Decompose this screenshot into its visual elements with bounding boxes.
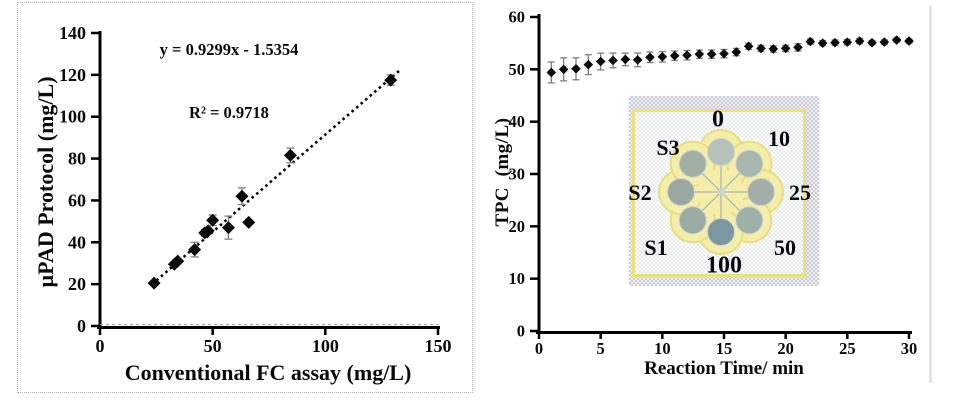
- inset-label-50: 50: [774, 235, 796, 260]
- inset-label-s1: S1: [644, 235, 668, 260]
- upad-photo-inset: 0 10 25 50 100 S1 S2 S3: [628, 96, 819, 286]
- data-point: [558, 64, 569, 75]
- data-point: [891, 35, 902, 45]
- left-x-axis-title: Conventional FC assay (mg/L): [124, 360, 412, 385]
- data-point: [595, 56, 606, 67]
- data-point: [384, 73, 398, 87]
- right-y-axis-title: TPC (mg/L): [492, 117, 513, 227]
- r-squared-text: R² = 0.9718: [189, 103, 269, 122]
- svg-text:0: 0: [77, 316, 86, 336]
- data-point: [867, 37, 877, 48]
- data-point: [879, 37, 890, 47]
- kinetics-chart: 0 10 20 30 40 50 60 0 5 10 15 20 25 30: [509, 8, 918, 358]
- data-point: [632, 55, 643, 65]
- data-point: [743, 41, 754, 52]
- right-x-axis-title: Reaction Time/ min: [644, 358, 804, 379]
- inset-label-s2: S2: [628, 180, 652, 205]
- svg-text:0: 0: [96, 336, 105, 356]
- left-panel-border: [17, 2, 473, 393]
- data-point: [242, 215, 256, 229]
- data-point: [571, 64, 581, 74]
- inset-label-0: 0: [712, 106, 724, 133]
- regression-annotation: y = 0.9299x - 1.5354 R² = 0.9718: [160, 0, 299, 165]
- detection-well: [707, 218, 735, 246]
- detection-well: [735, 149, 764, 178]
- svg-text:0: 0: [517, 322, 525, 341]
- data-point: [830, 37, 840, 48]
- data-point: [188, 243, 202, 257]
- data-point: [842, 37, 853, 47]
- svg-text:20: 20: [777, 339, 794, 358]
- data-point: [780, 43, 791, 54]
- data-point: [904, 36, 914, 46]
- left-y-axis-title: µPAD Protocol (mg/L): [33, 76, 58, 288]
- data-point: [768, 44, 779, 54]
- data-point: [682, 50, 692, 61]
- svg-text:20: 20: [68, 274, 86, 294]
- detection-well: [678, 206, 707, 235]
- data-point: [583, 59, 594, 70]
- svg-text:50: 50: [204, 336, 222, 356]
- svg-text:150: 150: [424, 336, 451, 356]
- data-point: [608, 55, 618, 66]
- inset-label-s3: S3: [656, 135, 680, 160]
- upad-flower-graphic: [658, 129, 784, 255]
- data-point: [283, 148, 297, 162]
- data-point: [206, 213, 220, 227]
- data-point: [147, 276, 161, 290]
- svg-text:100: 100: [59, 107, 86, 127]
- inset-label-100: 100: [706, 252, 742, 279]
- data-point: [817, 38, 828, 48]
- detection-well: [667, 178, 695, 206]
- data-point: [756, 43, 766, 54]
- data-point: [620, 54, 631, 65]
- detection-well: [735, 206, 764, 235]
- equation-text: y = 0.9299x - 1.5354: [159, 40, 299, 59]
- svg-text:40: 40: [68, 232, 86, 252]
- svg-text:50: 50: [509, 60, 526, 79]
- data-point: [645, 52, 655, 63]
- data-point: [235, 189, 249, 203]
- flower-hub: [717, 188, 725, 196]
- svg-text:60: 60: [509, 8, 526, 27]
- svg-text:25: 25: [839, 339, 856, 358]
- svg-text:140: 140: [59, 23, 86, 43]
- svg-text:120: 120: [59, 65, 86, 85]
- svg-text:30: 30: [509, 165, 526, 184]
- data-point: [221, 221, 235, 235]
- svg-text:10: 10: [509, 269, 526, 288]
- detection-well: [707, 138, 735, 166]
- detection-well: [747, 178, 775, 206]
- data-point: [706, 49, 717, 59]
- data-point: [731, 47, 742, 57]
- data-point: [171, 254, 185, 268]
- svg-text:15: 15: [716, 339, 733, 358]
- data-point: [854, 36, 865, 46]
- svg-text:40: 40: [509, 112, 526, 131]
- data-point: [719, 48, 729, 59]
- svg-text:10: 10: [654, 339, 671, 358]
- data-point: [546, 67, 557, 78]
- calibration-chart: 0 20 40 60 80 100 120 140 0 50 100 150: [59, 23, 451, 356]
- data-point: [694, 49, 705, 59]
- inset-label-10: 10: [768, 126, 790, 151]
- svg-text:20: 20: [509, 217, 526, 236]
- data-point: [669, 50, 680, 61]
- svg-text:60: 60: [68, 190, 86, 210]
- data-point: [201, 224, 215, 238]
- svg-text:80: 80: [68, 149, 86, 169]
- data-point: [657, 51, 668, 62]
- inset-label-25: 25: [789, 180, 811, 205]
- svg-text:0: 0: [535, 339, 543, 358]
- data-point: [793, 42, 803, 53]
- data-point: [805, 36, 816, 47]
- detection-well: [678, 149, 707, 178]
- svg-text:100: 100: [312, 336, 339, 356]
- svg-text:5: 5: [597, 339, 605, 358]
- svg-text:30: 30: [901, 339, 918, 358]
